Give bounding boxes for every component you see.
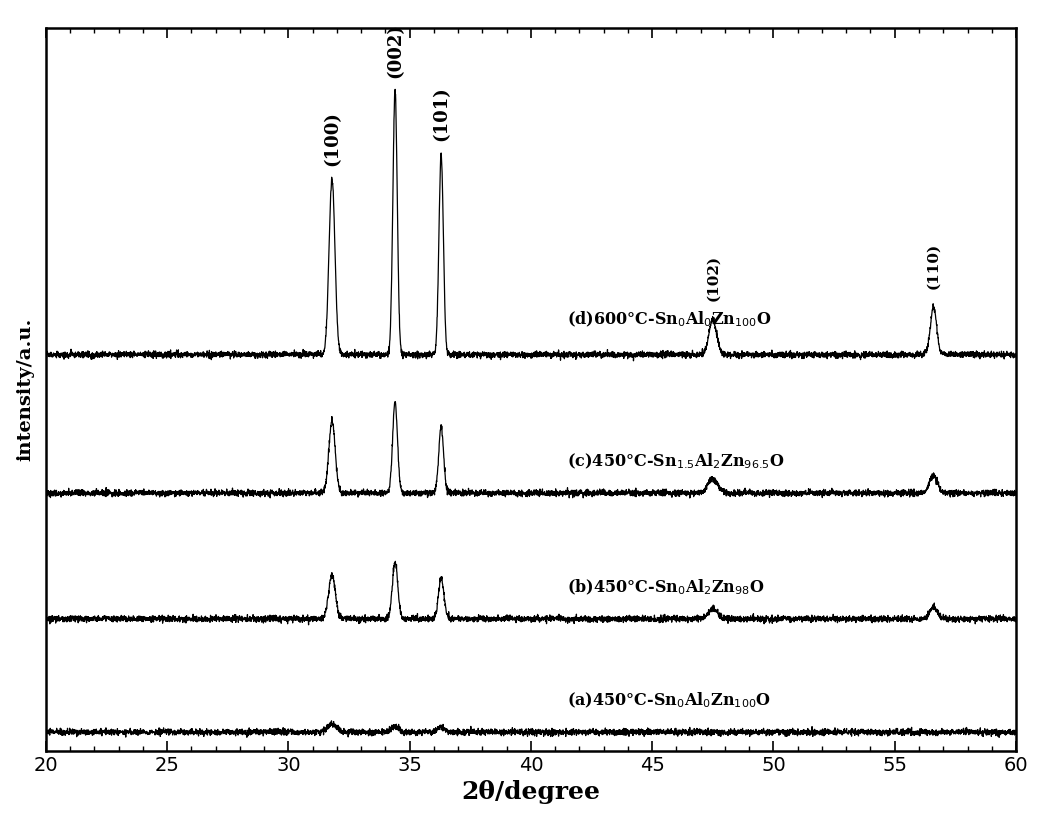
Text: (102): (102) (705, 255, 720, 301)
Y-axis label: intensity/a.u.: intensity/a.u. (17, 318, 34, 461)
Text: (d)600°C-Sn$_0$Al$_0$Zn$_{100}$O: (d)600°C-Sn$_0$Al$_0$Zn$_{100}$O (567, 310, 772, 329)
X-axis label: 2θ/degree: 2θ/degree (462, 780, 601, 805)
Text: (c)450°C-Sn$_{1.5}$Al$_2$Zn$_{96.5}$O: (c)450°C-Sn$_{1.5}$Al$_2$Zn$_{96.5}$O (567, 452, 785, 471)
Text: (110): (110) (927, 242, 940, 289)
Text: (002): (002) (386, 23, 404, 78)
Text: (100): (100) (323, 111, 341, 166)
Text: (b)450°C-Sn$_0$Al$_2$Zn$_{98}$O: (b)450°C-Sn$_0$Al$_2$Zn$_{98}$O (567, 577, 765, 597)
Text: (a)450°C-Sn$_0$Al$_0$Zn$_{100}$O: (a)450°C-Sn$_0$Al$_0$Zn$_{100}$O (567, 690, 771, 710)
Text: (101): (101) (433, 86, 450, 140)
